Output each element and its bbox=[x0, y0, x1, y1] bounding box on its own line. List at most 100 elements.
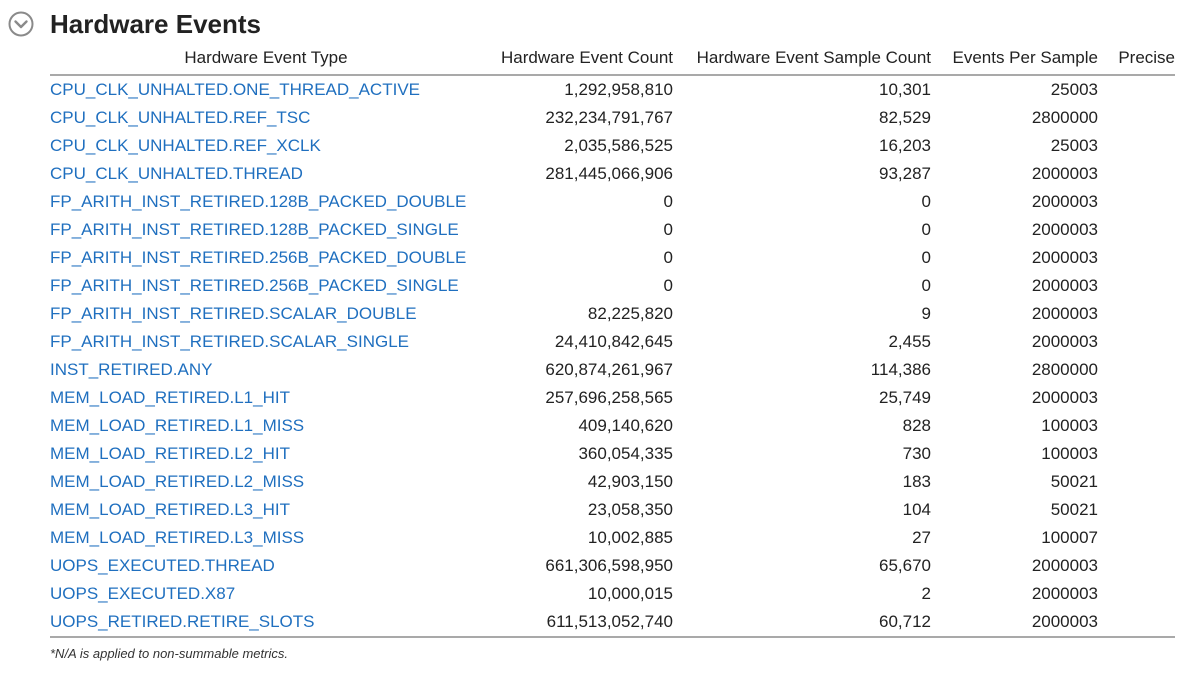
sample-count-cell: 0 bbox=[921, 248, 931, 267]
events-per-sample-cell: 2000003 bbox=[1031, 332, 1098, 351]
sample-count-cell: 9 bbox=[921, 304, 931, 323]
section-header: Hardware Events bbox=[8, 8, 261, 40]
column-header-events-per-sample[interactable]: Events Per Sample bbox=[931, 42, 1098, 76]
events-per-sample-cell: 50021 bbox=[1050, 472, 1098, 491]
event-type-link[interactable]: MEM_LOAD_RETIRED.L3_MISS bbox=[50, 528, 305, 547]
table-row: UOPS_EXECUTED.THREAD 661,306,598,950 65,… bbox=[50, 552, 1175, 580]
event-type-link[interactable]: FP_ARITH_INST_RETIRED.128B_PACKED_SINGLE bbox=[50, 220, 459, 239]
event-type-link[interactable]: FP_ARITH_INST_RETIRED.SCALAR_SINGLE bbox=[50, 332, 409, 351]
table-row: MEM_LOAD_RETIRED.L2_HIT 360,054,335 730 … bbox=[50, 440, 1175, 468]
precise-cell bbox=[1098, 412, 1175, 440]
events-per-sample-cell: 2000003 bbox=[1031, 164, 1098, 183]
precise-cell bbox=[1098, 216, 1175, 244]
sample-count-cell: 27 bbox=[912, 528, 931, 547]
sample-count-cell: 82,529 bbox=[879, 108, 931, 127]
event-count-cell: 23,058,350 bbox=[587, 500, 673, 519]
sample-count-cell: 0 bbox=[921, 220, 931, 239]
event-count-cell: 42,903,150 bbox=[587, 472, 673, 491]
event-type-link[interactable]: CPU_CLK_UNHALTED.ONE_THREAD_ACTIVE bbox=[50, 80, 420, 99]
events-per-sample-cell: 100003 bbox=[1041, 416, 1098, 435]
precise-cell bbox=[1098, 440, 1175, 468]
event-type-link[interactable]: MEM_LOAD_RETIRED.L1_MISS bbox=[50, 416, 305, 435]
precise-cell bbox=[1098, 552, 1175, 580]
precise-cell bbox=[1098, 384, 1175, 412]
table-row: CPU_CLK_UNHALTED.REF_XCLK 2,035,586,525 … bbox=[50, 132, 1175, 160]
event-count-cell: 409,140,620 bbox=[578, 416, 673, 435]
event-type-link[interactable]: MEM_LOAD_RETIRED.L2_MISS bbox=[50, 472, 305, 491]
event-type-link[interactable]: FP_ARITH_INST_RETIRED.SCALAR_DOUBLE bbox=[50, 304, 417, 323]
event-count-cell: 0 bbox=[663, 192, 673, 211]
table-row: CPU_CLK_UNHALTED.REF_TSC 232,234,791,767… bbox=[50, 104, 1175, 132]
sample-count-cell: 65,670 bbox=[879, 556, 931, 575]
event-count-cell: 0 bbox=[663, 248, 673, 267]
precise-cell bbox=[1098, 188, 1175, 216]
sample-count-cell: 104 bbox=[902, 500, 931, 519]
table-row: CPU_CLK_UNHALTED.THREAD 281,445,066,906 … bbox=[50, 160, 1175, 188]
section-title: Hardware Events bbox=[50, 9, 261, 39]
column-header-precise[interactable]: Precise bbox=[1098, 42, 1175, 76]
table-row: UOPS_EXECUTED.X87 10,000,015 2 2000003 bbox=[50, 580, 1175, 608]
event-type-link[interactable]: INST_RETIRED.ANY bbox=[50, 360, 213, 379]
events-per-sample-cell: 100007 bbox=[1041, 528, 1098, 547]
column-header-sample-count[interactable]: Hardware Event Sample Count bbox=[673, 42, 931, 76]
precise-cell bbox=[1098, 580, 1175, 608]
events-per-sample-cell: 2000003 bbox=[931, 608, 1098, 638]
table-row: MEM_LOAD_RETIRED.L1_HIT 257,696,258,565 … bbox=[50, 384, 1175, 412]
table-row: MEM_LOAD_RETIRED.L3_HIT 23,058,350 104 5… bbox=[50, 496, 1175, 524]
footnote: *N/A is applied to non-summable metrics. bbox=[50, 646, 288, 661]
precise-cell bbox=[1098, 104, 1175, 132]
event-type-link[interactable]: MEM_LOAD_RETIRED.L1_HIT bbox=[50, 388, 290, 407]
sample-count-cell: 2,455 bbox=[888, 332, 931, 351]
event-type-link[interactable]: CPU_CLK_UNHALTED.REF_TSC bbox=[50, 108, 311, 127]
event-count-cell: 620,874,261,967 bbox=[545, 360, 673, 379]
event-type-link[interactable]: MEM_LOAD_RETIRED.L2_HIT bbox=[50, 444, 290, 463]
event-count-cell: 661,306,598,950 bbox=[545, 556, 673, 575]
sample-count-cell: 0 bbox=[921, 276, 931, 295]
sample-count-cell: 16,203 bbox=[879, 136, 931, 155]
precise-cell bbox=[1098, 328, 1175, 356]
event-type-link[interactable]: FP_ARITH_INST_RETIRED.256B_PACKED_SINGLE bbox=[50, 276, 459, 295]
event-type-link[interactable]: UOPS_EXECUTED.X87 bbox=[50, 584, 236, 603]
table-row: FP_ARITH_INST_RETIRED.128B_PACKED_DOUBLE… bbox=[50, 188, 1175, 216]
event-type-link[interactable]: CPU_CLK_UNHALTED.REF_XCLK bbox=[50, 136, 321, 155]
table-row: INST_RETIRED.ANY 620,874,261,967 114,386… bbox=[50, 356, 1175, 384]
events-per-sample-cell: 100003 bbox=[1041, 444, 1098, 463]
table-row: FP_ARITH_INST_RETIRED.SCALAR_SINGLE 24,4… bbox=[50, 328, 1175, 356]
events-per-sample-cell: 2000003 bbox=[1031, 304, 1098, 323]
events-per-sample-cell: 25003 bbox=[1050, 136, 1098, 155]
column-header-event-type[interactable]: Hardware Event Type bbox=[50, 42, 482, 76]
table-row: CPU_CLK_UNHALTED.ONE_THREAD_ACTIVE 1,292… bbox=[50, 75, 1175, 104]
events-per-sample-cell: 2800000 bbox=[1031, 360, 1098, 379]
sample-count-cell: 0 bbox=[921, 192, 931, 211]
precise-cell bbox=[1098, 75, 1175, 104]
event-count-cell: 2,035,586,525 bbox=[564, 136, 673, 155]
sample-count-cell: 828 bbox=[902, 416, 931, 435]
event-count-cell: 257,696,258,565 bbox=[545, 388, 673, 407]
events-per-sample-cell: 2000003 bbox=[1031, 220, 1098, 239]
event-count-cell: 10,000,015 bbox=[587, 584, 673, 603]
precise-cell bbox=[1098, 468, 1175, 496]
table-body: CPU_CLK_UNHALTED.ONE_THREAD_ACTIVE 1,292… bbox=[50, 75, 1175, 638]
precise-cell bbox=[1098, 300, 1175, 328]
chevron-down-circle-icon[interactable] bbox=[8, 11, 34, 37]
precise-cell bbox=[1098, 608, 1175, 638]
event-count-cell: 611,513,052,740 bbox=[482, 608, 673, 638]
event-type-link[interactable]: CPU_CLK_UNHALTED.THREAD bbox=[50, 164, 303, 183]
event-count-cell: 24,410,842,645 bbox=[554, 332, 673, 351]
precise-cell bbox=[1098, 524, 1175, 552]
event-type-link[interactable]: UOPS_RETIRED.RETIRE_SLOTS bbox=[50, 608, 482, 638]
table-row: UOPS_RETIRED.RETIRE_SLOTS 611,513,052,74… bbox=[50, 608, 1175, 638]
event-type-link[interactable]: UOPS_EXECUTED.THREAD bbox=[50, 556, 275, 575]
events-per-sample-cell: 2000003 bbox=[1031, 192, 1098, 211]
event-count-cell: 281,445,066,906 bbox=[545, 164, 673, 183]
column-header-event-count[interactable]: Hardware Event Count bbox=[482, 42, 673, 76]
event-type-link[interactable]: FP_ARITH_INST_RETIRED.128B_PACKED_DOUBLE bbox=[50, 192, 467, 211]
event-type-link[interactable]: FP_ARITH_INST_RETIRED.256B_PACKED_DOUBLE bbox=[50, 248, 467, 267]
event-count-cell: 0 bbox=[663, 220, 673, 239]
sample-count-cell: 25,749 bbox=[879, 388, 931, 407]
events-per-sample-cell: 2000003 bbox=[1031, 388, 1098, 407]
event-type-link[interactable]: MEM_LOAD_RETIRED.L3_HIT bbox=[50, 500, 290, 519]
table-header-row: Hardware Event Type Hardware Event Count… bbox=[50, 42, 1175, 76]
precise-cell bbox=[1098, 244, 1175, 272]
precise-cell bbox=[1098, 132, 1175, 160]
